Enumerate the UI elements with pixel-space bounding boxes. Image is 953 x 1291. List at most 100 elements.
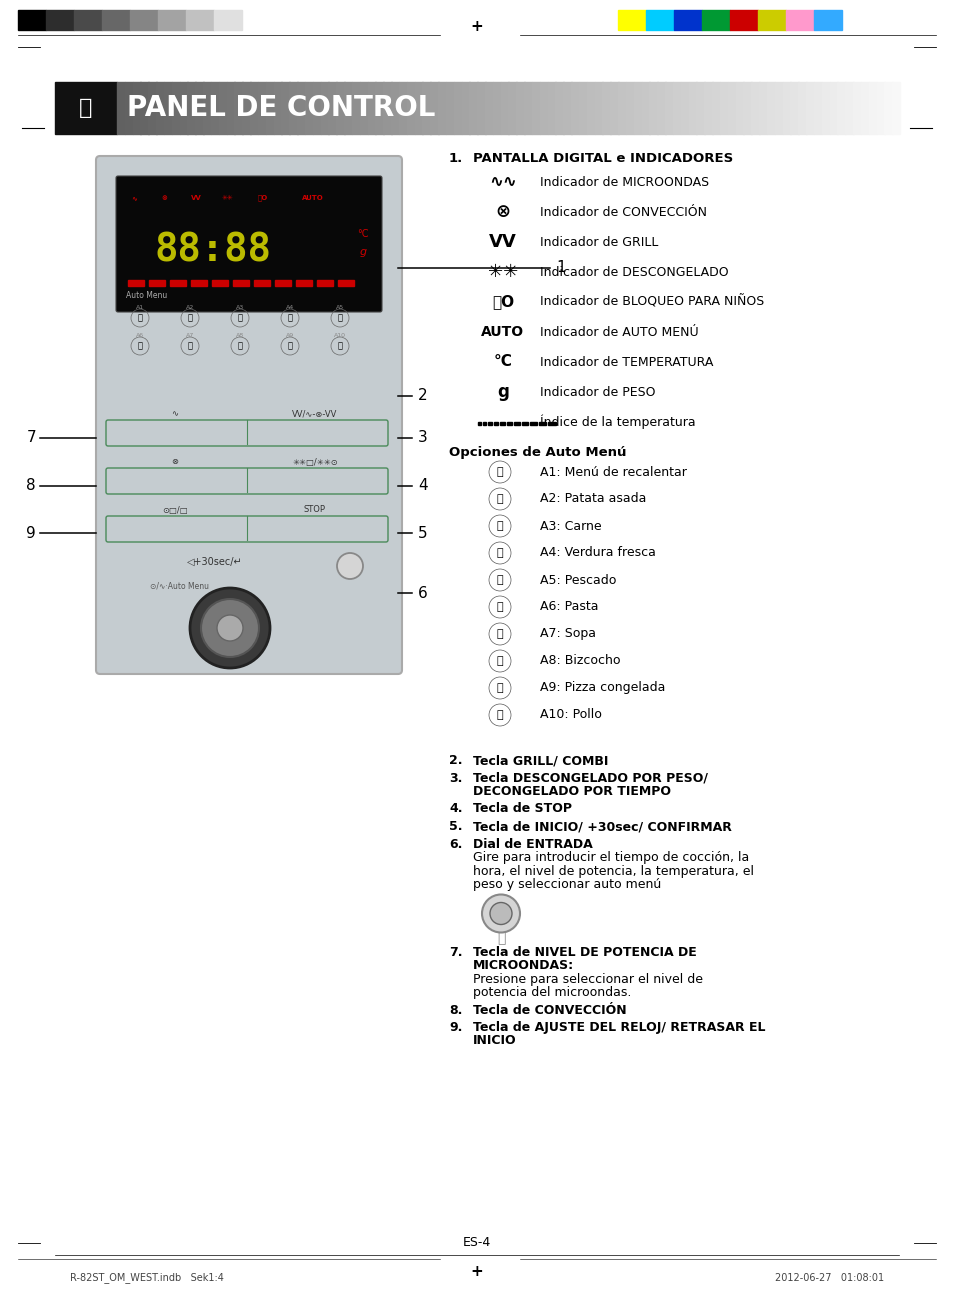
Bar <box>633 83 641 134</box>
Bar <box>711 83 720 134</box>
Text: A10: A10 <box>334 333 346 338</box>
Bar <box>274 280 291 287</box>
Text: VV: VV <box>489 232 517 250</box>
Text: 🍽: 🍽 <box>287 342 293 350</box>
Bar <box>562 83 571 134</box>
Bar <box>521 421 527 425</box>
Bar <box>649 83 657 134</box>
Text: °C: °C <box>356 229 369 239</box>
Bar <box>375 83 383 134</box>
Text: 2012-06-27   01:08:01: 2012-06-27 01:08:01 <box>774 1273 883 1283</box>
Bar <box>164 83 172 134</box>
Bar <box>571 83 578 134</box>
Text: Indicador de AUTO MENÚ: Indicador de AUTO MENÚ <box>539 325 698 338</box>
Bar <box>883 83 892 134</box>
Circle shape <box>216 615 243 642</box>
Text: A6: Pasta: A6: Pasta <box>539 600 598 613</box>
Text: 9: 9 <box>27 525 36 541</box>
Text: ⊗: ⊗ <box>161 195 167 201</box>
Bar <box>335 83 344 134</box>
Text: ∿: ∿ <box>131 195 137 201</box>
Text: AUTO: AUTO <box>302 195 323 201</box>
Text: Indicador de GRILL: Indicador de GRILL <box>539 235 658 248</box>
Bar <box>117 83 125 134</box>
Text: 2: 2 <box>417 389 427 404</box>
Bar <box>516 83 524 134</box>
Text: Tecla de AJUSTE DEL RELOJ/ RETRASAR EL: Tecla de AJUSTE DEL RELOJ/ RETRASAR EL <box>473 1021 764 1034</box>
Text: 3: 3 <box>417 430 427 445</box>
Bar <box>352 83 360 134</box>
Text: 🍲: 🍲 <box>497 656 503 666</box>
Bar <box>852 83 861 134</box>
Text: ⊙/∿·Auto Menu: ⊙/∿·Auto Menu <box>151 581 210 590</box>
Text: PANTALLA DIGITAL e INDICADORES: PANTALLA DIGITAL e INDICADORES <box>473 152 733 165</box>
Bar <box>813 10 841 30</box>
Circle shape <box>190 587 270 667</box>
Text: Índice de la temperatura: Índice de la temperatura <box>539 414 695 429</box>
Bar <box>602 83 610 134</box>
Text: 🍽: 🍽 <box>237 314 242 323</box>
Text: 8: 8 <box>27 479 36 493</box>
Bar <box>680 83 688 134</box>
Text: 🍲: 🍲 <box>497 602 503 612</box>
Bar <box>547 421 556 425</box>
Bar <box>422 83 430 134</box>
Bar <box>253 280 270 287</box>
Bar <box>320 83 329 134</box>
Text: ✳✳□/✳✳⊙: ✳✳□/✳✳⊙ <box>292 457 337 466</box>
Text: 🍲: 🍲 <box>497 467 503 476</box>
Text: DECONGELADO POR TIEMPO: DECONGELADO POR TIEMPO <box>473 785 670 798</box>
Bar <box>218 83 227 134</box>
Text: 8.: 8. <box>449 1003 462 1016</box>
Bar <box>130 10 158 30</box>
Bar <box>506 421 512 425</box>
Text: 2.: 2. <box>449 754 462 767</box>
Text: STOP: STOP <box>304 506 326 515</box>
Bar <box>729 10 758 30</box>
Bar <box>868 83 876 134</box>
Text: Presione para seleccionar el nivel de: Presione para seleccionar el nivel de <box>473 972 702 985</box>
Text: VV: VV <box>191 195 201 201</box>
Bar <box>837 83 844 134</box>
Bar <box>461 83 470 134</box>
Text: 5.: 5. <box>449 820 462 833</box>
Text: Indicador de TEMPERATURA: Indicador de TEMPERATURA <box>539 355 713 368</box>
Bar <box>274 83 282 134</box>
Bar <box>578 83 587 134</box>
Bar <box>735 83 743 134</box>
Bar <box>488 421 492 425</box>
Text: Indicador de BLOQUEO PARA NIÑOS: Indicador de BLOQUEO PARA NIÑOS <box>539 296 763 309</box>
Text: 3.: 3. <box>449 772 462 785</box>
Bar <box>305 83 313 134</box>
Bar <box>625 83 634 134</box>
Bar <box>211 83 219 134</box>
Text: Tecla de CONVECCIÓN: Tecla de CONVECCIÓN <box>473 1003 626 1016</box>
Bar <box>296 83 305 134</box>
Bar <box>500 83 509 134</box>
Text: AUTO: AUTO <box>481 325 524 340</box>
Text: g: g <box>497 383 508 402</box>
Bar <box>657 83 665 134</box>
Bar <box>149 280 165 287</box>
Text: +: + <box>470 19 483 34</box>
Bar <box>555 83 563 134</box>
Bar <box>445 83 454 134</box>
Bar <box>125 83 133 134</box>
Bar <box>158 10 186 30</box>
Text: 🍲: 🍲 <box>497 574 503 585</box>
Text: A3: Carne: A3: Carne <box>539 519 601 532</box>
Text: ⚿O: ⚿O <box>492 294 514 310</box>
Text: INICIO: INICIO <box>473 1034 517 1047</box>
Bar <box>406 83 415 134</box>
Bar <box>213 10 242 30</box>
Bar <box>337 280 354 287</box>
Bar <box>46 10 74 30</box>
Text: ⊙□/□: ⊙□/□ <box>162 506 188 515</box>
Bar <box>759 83 766 134</box>
Bar <box>514 421 519 425</box>
Text: MICROONDAS:: MICROONDAS: <box>473 959 574 972</box>
Text: Tecla de INICIO/ +30sec/ CONFIRMAR: Tecla de INICIO/ +30sec/ CONFIRMAR <box>473 820 731 833</box>
Text: A2: Patata asada: A2: Patata asada <box>539 492 646 506</box>
Bar <box>484 83 493 134</box>
Text: Indicador de CONVECCIÓN: Indicador de CONVECCIÓN <box>539 205 706 218</box>
